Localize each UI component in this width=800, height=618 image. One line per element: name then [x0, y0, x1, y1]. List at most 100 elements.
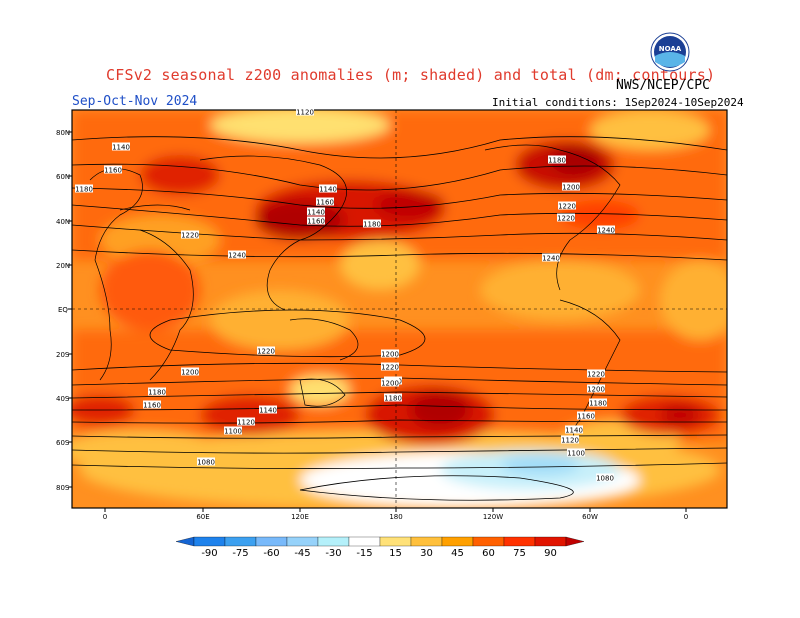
contour-label: 1240	[542, 253, 560, 263]
contour-label-text: 1180	[548, 157, 566, 165]
contour-label-bg	[565, 425, 583, 434]
contour-label: 1160	[104, 165, 122, 175]
noaa-logo-text: NOAA	[659, 45, 682, 53]
contour-label-bg	[384, 393, 402, 402]
contour-label-text: 1140	[307, 209, 325, 217]
contour-label: 1240	[597, 225, 615, 235]
contour-label-bg	[307, 207, 325, 216]
contour-label-text: 1080	[596, 475, 614, 483]
colorbar-label: -45	[294, 548, 310, 559]
contour-label-bg	[181, 367, 199, 376]
colorbar-label: -15	[356, 548, 372, 559]
reference-lines	[72, 110, 727, 508]
contour-label-text: 1200	[562, 184, 580, 192]
contour-label: 1140	[112, 142, 130, 152]
colorbar-swatch	[410, 536, 443, 547]
colorbar-swatch	[348, 536, 381, 547]
contour-label-bg	[567, 448, 585, 457]
contour-label-bg	[316, 197, 334, 206]
lon-label: 0	[684, 513, 688, 521]
contour-label: 1080	[197, 457, 215, 467]
contour-label-text: 1180	[363, 221, 381, 229]
contour-label-text: 1220	[181, 232, 199, 240]
contour-label-bg	[296, 107, 314, 116]
lat-label: 60N	[56, 173, 70, 181]
colorbar-label: 30	[420, 548, 433, 559]
contour-label-bg	[557, 213, 575, 222]
lon-label: 60E	[196, 513, 209, 521]
contour-label: 1200	[562, 182, 580, 192]
lat-label: 20N	[56, 262, 70, 270]
contour-label: 1240	[228, 250, 246, 260]
contour-label-text: 1140	[319, 186, 337, 194]
lon-label: 60W	[582, 513, 598, 521]
contour-label-bg	[548, 155, 566, 164]
contour-label-text: 1240	[228, 252, 246, 260]
contour-label-bg	[259, 405, 277, 414]
contour-label: 1220	[557, 213, 575, 223]
contour-label-text: 1160	[307, 218, 325, 226]
contour-label-text: 1180	[384, 395, 402, 403]
contour-label: 1220	[587, 369, 605, 379]
longitude-labels: 0 60E 120E 180 120W 60W 0	[103, 508, 688, 521]
contour-label-text: 1220	[587, 371, 605, 379]
contour-label-bg	[587, 369, 605, 378]
colorbar-swatch	[534, 536, 567, 547]
contour-label-text: 1160	[316, 199, 334, 207]
noaa-logo: NOAA	[650, 32, 690, 72]
contour-label-text: 1080	[197, 459, 215, 467]
season-label: Sep-Oct-Nov 2024	[72, 94, 198, 109]
colorbar-swatch	[472, 536, 505, 547]
contour-label: 1140	[319, 184, 337, 194]
contour-label-text: 1100	[567, 450, 585, 458]
contour-label: 1200	[381, 349, 399, 359]
contour-label: 1180	[548, 155, 566, 165]
lat-label: 80N	[56, 129, 70, 137]
initial-conditions-label: Initial conditions: 1Sep2024-10Sep2024	[492, 96, 744, 109]
colorbar-swatch	[286, 536, 319, 547]
colorbar-label: 45	[451, 548, 464, 559]
contour-label-bg	[319, 184, 337, 193]
contour-label: 1180	[148, 387, 166, 397]
contour-label-bg	[104, 165, 122, 174]
contour-label-bg	[181, 230, 199, 239]
lon-label: 120E	[291, 513, 309, 521]
contour-label: 1100	[567, 448, 585, 458]
contour-label-text: 1180	[148, 389, 166, 397]
contour-label: 1120	[296, 107, 314, 117]
contour-label-text: 1220	[257, 348, 275, 356]
lat-label: 40N	[56, 218, 70, 226]
colorbar-right-arrow	[565, 536, 585, 547]
lat-label: 60S	[56, 439, 70, 447]
colorbar-label: 75	[513, 548, 526, 559]
contour-label-bg	[197, 457, 215, 466]
lat-label: 20S	[56, 351, 70, 359]
contour-label: 1160	[316, 197, 334, 207]
contour-label-bg	[589, 398, 607, 407]
contour-label: 1140	[259, 405, 277, 415]
chart-title: CFSv2 seasonal z200 anomalies (m; shaded…	[106, 66, 716, 84]
contour-label-text: 1240	[597, 227, 615, 235]
contour-label-bg	[562, 182, 580, 191]
contour-label-bg	[561, 435, 579, 444]
contour-label-text: 1160	[104, 167, 122, 175]
contour-label: 1220	[257, 346, 275, 356]
contour-label-text: 1220	[558, 203, 576, 211]
contour-label-bg	[224, 426, 242, 435]
lon-label: 0	[103, 513, 107, 521]
colorbar-swatch	[317, 536, 350, 547]
contour-label-text: 1200	[587, 386, 605, 394]
colorbar-swatch	[441, 536, 474, 547]
colorbar-label: 15	[389, 548, 402, 559]
contour-label-bg	[381, 378, 399, 387]
contour-label: 1120	[561, 435, 579, 445]
contour-label: 1080	[596, 473, 614, 483]
contour-label-bg	[381, 362, 399, 371]
contour-label-bg	[587, 384, 605, 393]
contour-label-text: 1200	[181, 369, 199, 377]
contour-label-bg	[257, 346, 275, 355]
contour-label-text: 1100	[224, 428, 242, 436]
contour-label-bg	[75, 184, 93, 193]
colorbar-left-arrow	[175, 536, 195, 547]
lat-label: 40S	[56, 395, 70, 403]
